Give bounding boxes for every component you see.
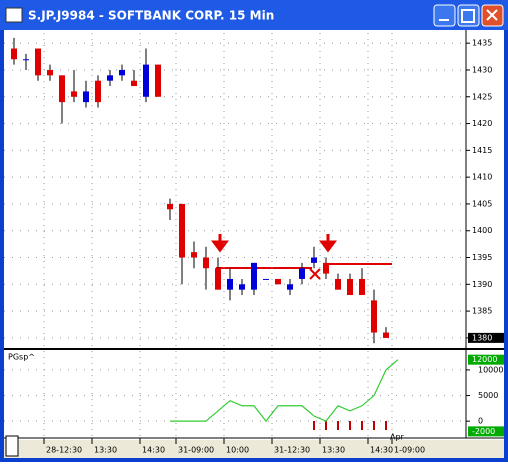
window-button-icons [439,9,498,23]
y-tick-label: 1435 [472,39,492,48]
candle-body [179,203,185,258]
title-bar [0,0,508,30]
x-tick-label: 31-12:30 [274,446,310,455]
candle-body [155,64,161,97]
chart-area [4,30,504,458]
candle-body [311,257,317,263]
candle-body [203,257,209,269]
x-tick-label: 14:30 [142,446,165,455]
candle-body [107,75,113,81]
candle-body [35,48,41,76]
candle-body [323,262,329,274]
y-tick-label: 5000 [478,391,498,400]
candle-body [227,278,233,290]
x-tick-label: 13:30 [322,446,345,455]
candle-body [83,91,89,103]
value-box [468,426,504,437]
month-label: Apr [390,433,405,442]
candle-body [95,80,101,103]
candle-body [47,69,53,76]
candle-body [347,278,353,296]
candle-body [71,91,77,97]
scroll-thumb[interactable] [5,435,19,457]
indicator-line [170,359,399,423]
candle-body [119,69,125,76]
value-box [468,354,504,365]
candle-body [335,278,341,290]
candle-body [371,300,377,333]
scroll-bar[interactable] [4,440,504,458]
signal-arrow [211,234,337,253]
candle-body [167,203,173,210]
x-tick-label: 1-09:00 [394,446,425,455]
candle-body [11,48,17,60]
candle-body [239,284,245,290]
candle-body [287,284,293,290]
candle-body [131,80,137,87]
indicator-name: PGsp^ [8,353,35,362]
candle-body [263,278,269,280]
candle-body [215,268,221,290]
minimize-button[interactable] [433,4,456,27]
x-tick-label: 13:30 [94,446,117,455]
y-tick-label: 1385 [472,307,492,316]
y-tick-label: 1420 [472,119,492,128]
candle-body [23,59,29,61]
x-tick-label: 14:30 [370,446,393,455]
y-tick-label: 1425 [472,92,492,101]
candle-body [143,64,149,97]
x-tick-label: 28-12:30 [46,446,82,455]
app-icon [5,7,23,23]
y-tick-label: 0 [478,417,483,426]
y-tick-label: 1405 [472,199,492,208]
candle-body [275,278,281,285]
signal-ticks [313,421,387,430]
window-title: S.JP.J9984 - SOFTBANK CORP. 15 Min [28,9,274,23]
y-tick-label: 1415 [472,146,492,155]
y-tick-label: 1390 [472,280,492,289]
last-price-box [468,332,504,343]
y-tick-label: 10000 [478,365,503,374]
candle-body [191,252,197,258]
candle-body [251,262,257,290]
y-tick-label: 1400 [472,226,492,235]
x-tick-label: 31-09:00 [178,446,214,455]
candle-body [359,278,365,296]
y-tick-label: 1395 [472,253,492,262]
exit-marker [309,268,321,280]
y-tick-label: 1410 [472,173,492,182]
y-tick-label: 1430 [472,65,492,74]
value-box-label: 12000 [472,355,497,364]
last-price-label: 1380 [472,333,492,342]
x-tick-label: 10:00 [226,446,249,455]
candle-body [383,332,389,338]
candle-body [59,75,65,103]
candle-body [299,268,305,279]
value-box-label: -2000 [472,427,495,436]
